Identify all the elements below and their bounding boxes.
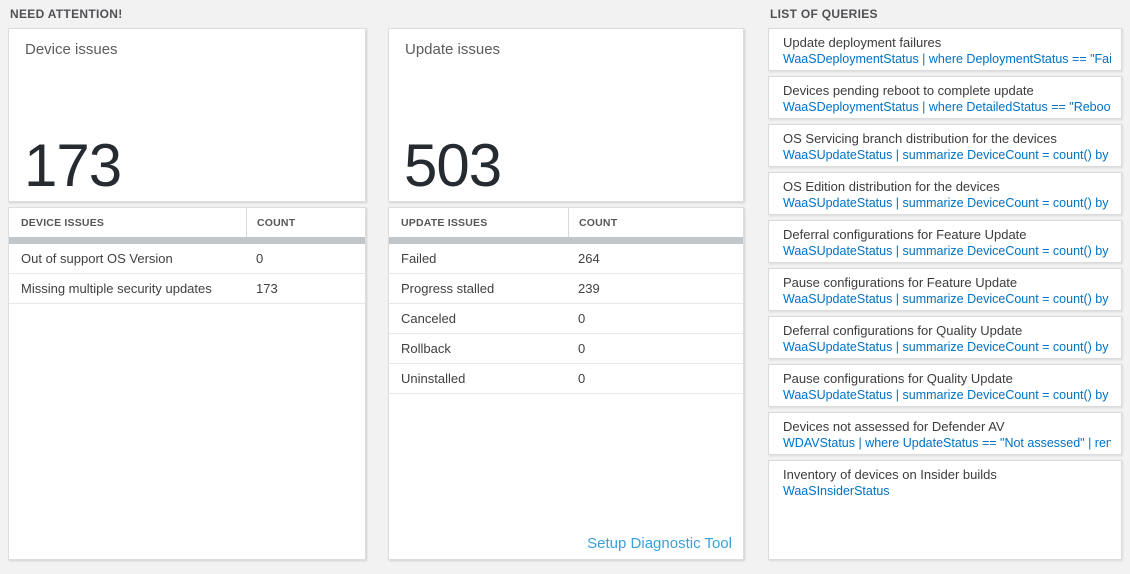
device-issues-column: NEED ATTENTION! Device issues 173 DEVICE… (8, 5, 366, 560)
update-issues-column: Update issues 503 UPDATE ISSUES COUNT Fa… (388, 5, 744, 560)
row-label: Canceled (401, 311, 456, 326)
query-title: OS Servicing branch distribution for the… (783, 131, 1057, 146)
table-row[interactable]: Canceled 0 (389, 304, 743, 334)
query-item[interactable]: Pause configurations for Feature Update … (768, 268, 1122, 311)
horizontal-scrollbar[interactable] (389, 237, 743, 244)
spacer-heading (388, 5, 744, 28)
row-label: Progress stalled (401, 281, 495, 296)
query-title: Pause configurations for Feature Update (783, 275, 1018, 290)
table-row[interactable]: Rollback 0 (389, 334, 743, 364)
row-label: Rollback (401, 341, 451, 356)
row-count: 173 (256, 281, 278, 296)
query-item[interactable]: Inventory of devices on Insider builds W… (768, 460, 1122, 560)
need-attention-heading: NEED ATTENTION! (10, 7, 123, 21)
query-list: Update deployment failures WaaSDeploymen… (768, 28, 1122, 560)
table-row[interactable]: Progress stalled 239 (389, 274, 743, 304)
list-of-queries-panel: LIST OF QUERIES Update deployment failur… (768, 5, 1122, 560)
device-issues-tile[interactable]: Device issues 173 (8, 28, 366, 202)
query-title: Deferral configurations for Quality Upda… (783, 323, 1023, 338)
update-issues-tile[interactable]: Update issues 503 (388, 28, 744, 202)
query-item[interactable]: OS Servicing branch distribution for the… (768, 124, 1122, 167)
update-issues-count: 503 (404, 132, 502, 199)
query-link[interactable]: WaaSUpdateStatus | summarize DeviceCount… (783, 340, 1111, 354)
query-link[interactable]: WaaSUpdateStatus | summarize DeviceCount… (783, 148, 1111, 162)
query-link[interactable]: WaaSUpdateStatus | summarize DeviceCount… (783, 196, 1111, 210)
query-title: Inventory of devices on Insider builds (783, 467, 997, 482)
row-label: Out of support OS Version (21, 251, 173, 266)
query-item[interactable]: Update deployment failures WaaSDeploymen… (768, 28, 1122, 71)
device-issues-count: 173 (24, 132, 122, 199)
query-item[interactable]: Deferral configurations for Quality Upda… (768, 316, 1122, 359)
query-title: OS Edition distribution for the devices (783, 179, 1000, 194)
update-issues-table-header: UPDATE ISSUES COUNT (389, 208, 743, 237)
row-count: 0 (578, 371, 586, 386)
update-issues-header-cell: UPDATE ISSUES (401, 216, 488, 229)
query-link[interactable]: WaaSDeploymentStatus | where DetailedSta… (783, 100, 1111, 114)
row-label: Uninstalled (401, 371, 466, 386)
row-count: 264 (578, 251, 600, 266)
query-item[interactable]: OS Edition distribution for the devices … (768, 172, 1122, 215)
update-issues-tile-label: Update issues (405, 41, 501, 58)
table-row[interactable]: Out of support OS Version 0 (9, 244, 365, 274)
query-title: Update deployment failures (783, 35, 942, 50)
row-label: Failed (401, 251, 437, 266)
query-link[interactable]: WaaSDeploymentStatus | where DeploymentS… (783, 52, 1111, 66)
query-item[interactable]: Deferral configurations for Feature Upda… (768, 220, 1122, 263)
row-count: 239 (578, 281, 600, 296)
update-issues-table: UPDATE ISSUES COUNT Failed 264 Progress … (388, 207, 744, 560)
setup-diagnostic-tool-link[interactable]: Setup Diagnostic Tool (587, 535, 732, 552)
list-of-queries-heading: LIST OF QUERIES (770, 7, 878, 21)
query-link[interactable]: WaaSInsiderStatus (783, 484, 890, 498)
row-count: 0 (578, 341, 586, 356)
query-item[interactable]: Pause configurations for Quality Update … (768, 364, 1122, 407)
query-item[interactable]: Devices not assessed for Defender AV WDA… (768, 412, 1122, 455)
query-item[interactable]: Devices pending reboot to complete updat… (768, 76, 1122, 119)
query-title: Devices pending reboot to complete updat… (783, 83, 1034, 98)
count-header-cell: COUNT (246, 208, 365, 237)
count-header-cell: COUNT (568, 208, 743, 237)
device-issues-tile-label: Device issues (25, 41, 118, 58)
table-row[interactable]: Uninstalled 0 (389, 364, 743, 394)
query-link[interactable]: WaaSUpdateStatus | summarize DeviceCount… (783, 292, 1111, 306)
row-count: 0 (256, 251, 264, 266)
row-count: 0 (578, 311, 586, 326)
device-issues-header-cell: DEVICE ISSUES (21, 216, 105, 229)
query-title: Pause configurations for Quality Update (783, 371, 1013, 386)
query-title: Devices not assessed for Defender AV (783, 419, 1005, 434)
row-label: Missing multiple security updates (21, 281, 212, 296)
device-issues-table: DEVICE ISSUES COUNT Out of support OS Ve… (8, 207, 366, 560)
table-row[interactable]: Failed 264 (389, 244, 743, 274)
query-title: Deferral configurations for Feature Upda… (783, 227, 1027, 242)
query-link[interactable]: WaaSUpdateStatus | summarize DeviceCount… (783, 388, 1111, 402)
table-row[interactable]: Missing multiple security updates 173 (9, 274, 365, 304)
device-issues-table-header: DEVICE ISSUES COUNT (9, 208, 365, 237)
horizontal-scrollbar[interactable] (9, 237, 365, 244)
query-link[interactable]: WaaSUpdateStatus | summarize DeviceCount… (783, 244, 1111, 258)
query-link[interactable]: WDAVStatus | where UpdateStatus == "Not … (783, 436, 1111, 450)
